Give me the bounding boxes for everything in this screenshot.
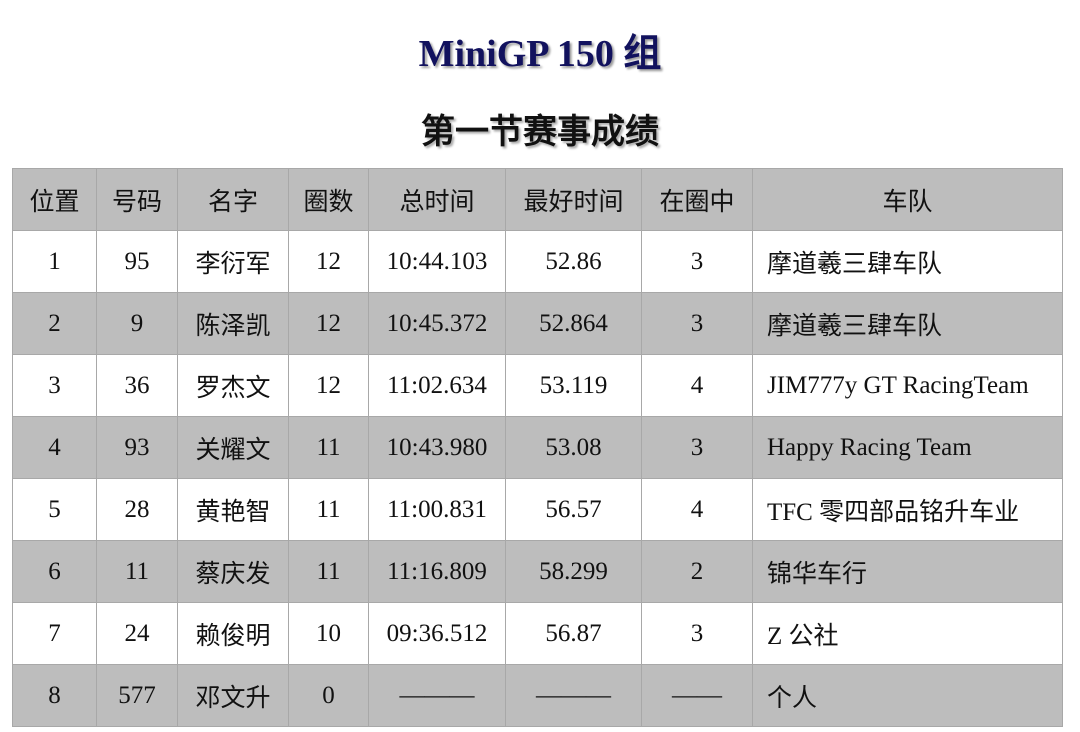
cell-in-lap: 2 (641, 540, 753, 603)
cell-position: 8 (12, 664, 97, 727)
cell-best-time: 53.08 (505, 416, 642, 479)
cell-name: 李衍军 (177, 230, 289, 293)
cell-total-time: 10:43.980 (368, 416, 506, 479)
cell-total-time: 10:45.372 (368, 292, 506, 355)
cell-best-time: 52.86 (505, 230, 642, 293)
cell-number: 28 (96, 478, 178, 541)
cell-laps: 11 (288, 540, 369, 603)
header-position: 位置 (12, 168, 97, 231)
cell-number: 36 (96, 354, 178, 417)
cell-best-time: 56.87 (505, 602, 642, 665)
cell-name: 关耀文 (177, 416, 289, 479)
cell-best-time: 53.119 (505, 354, 642, 417)
cell-in-lap: 3 (641, 416, 753, 479)
cell-number: 577 (96, 664, 178, 727)
cell-best-time: 58.299 (505, 540, 642, 603)
cell-in-lap: 4 (641, 478, 753, 541)
cell-number: 24 (96, 602, 178, 665)
header-name: 名字 (177, 168, 289, 231)
table-row: 1 95 李衍军 12 10:44.103 52.86 3 摩道羲三肆车队 (12, 230, 1063, 293)
cell-position: 7 (12, 602, 97, 665)
cell-total-time: 11:00.831 (368, 478, 506, 541)
table-row: 8 577 邓文升 0 ——— ——— —— 个人 (12, 664, 1063, 727)
cell-team: 个人 (752, 664, 1063, 727)
cell-laps: 11 (288, 416, 369, 479)
cell-laps: 12 (288, 354, 369, 417)
cell-best-time: 52.864 (505, 292, 642, 355)
cell-total-time: 11:16.809 (368, 540, 506, 603)
cell-laps: 0 (288, 664, 369, 727)
cell-number: 95 (96, 230, 178, 293)
cell-position: 5 (12, 478, 97, 541)
table-header-row: 位置 号码 名字 圈数 总时间 最好时间 在圈中 车队 (12, 168, 1063, 231)
cell-name: 赖俊明 (177, 602, 289, 665)
cell-total-time: 10:44.103 (368, 230, 506, 293)
cell-number: 93 (96, 416, 178, 479)
cell-number: 9 (96, 292, 178, 355)
cell-in-lap: 3 (641, 230, 753, 293)
cell-total-time: ——— (368, 664, 506, 727)
header-best-time: 最好时间 (505, 168, 642, 231)
cell-position: 1 (12, 230, 97, 293)
page-title: MiniGP 150 组 (418, 33, 662, 75)
cell-in-lap: 3 (641, 292, 753, 355)
table-row: 6 11 蔡庆发 11 11:16.809 58.299 2 锦华车行 (12, 540, 1063, 603)
cell-team: 摩道羲三肆车队 (752, 292, 1063, 355)
header-number: 号码 (96, 168, 178, 231)
page-subtitle: 第一节赛事成绩 (421, 114, 659, 151)
cell-best-time: 56.57 (505, 478, 642, 541)
header-team: 车队 (752, 168, 1063, 231)
table-row: 5 28 黄艳智 11 11:00.831 56.57 4 TFC 零四部品铭升车业 (12, 478, 1063, 541)
cell-team: JIM777y GT RacingTeam (752, 354, 1063, 417)
header-laps: 圈数 (288, 168, 369, 231)
cell-team: TFC 零四部品铭升车业 (752, 478, 1063, 541)
cell-name: 黄艳智 (177, 478, 289, 541)
table-row: 7 24 赖俊明 10 09:36.512 56.87 3 Z 公社 (12, 602, 1063, 665)
cell-total-time: 09:36.512 (368, 602, 506, 665)
results-table: 位置 号码 名字 圈数 总时间 最好时间 在圈中 车队 1 95 李衍军 12 10:44.103 52… (12, 168, 1063, 727)
cell-in-lap: 3 (641, 602, 753, 665)
cell-in-lap: —— (641, 664, 753, 727)
cell-position: 3 (12, 354, 97, 417)
cell-team: Z 公社 (752, 602, 1063, 665)
cell-laps: 10 (288, 602, 369, 665)
cell-laps: 12 (288, 292, 369, 355)
table-row: 4 93 关耀文 11 10:43.980 53.08 3 Happy Racing Team (12, 416, 1063, 479)
cell-in-lap: 4 (641, 354, 753, 417)
cell-best-time: ——— (505, 664, 642, 727)
cell-number: 11 (96, 540, 178, 603)
header-in-lap: 在圈中 (641, 168, 753, 231)
cell-name: 陈泽凯 (177, 292, 289, 355)
table-row: 3 36 罗杰文 12 11:02.634 53.119 4 JIM777y GT Racin… (12, 354, 1063, 417)
cell-position: 6 (12, 540, 97, 603)
cell-position: 4 (12, 416, 97, 479)
cell-team: 锦华车行 (752, 540, 1063, 603)
cell-total-time: 11:02.634 (368, 354, 506, 417)
cell-name: 蔡庆发 (177, 540, 289, 603)
cell-team: Happy Racing Team (752, 416, 1063, 479)
cell-team: 摩道羲三肆车队 (752, 230, 1063, 293)
table-row: 2 9 陈泽凯 12 10:45.372 52.864 3 摩道羲三肆车队 (12, 292, 1063, 355)
cell-name: 邓文升 (177, 664, 289, 727)
cell-laps: 11 (288, 478, 369, 541)
cell-name: 罗杰文 (177, 354, 289, 417)
header-total-time: 总时间 (368, 168, 506, 231)
cell-laps: 12 (288, 230, 369, 293)
cell-position: 2 (12, 292, 97, 355)
